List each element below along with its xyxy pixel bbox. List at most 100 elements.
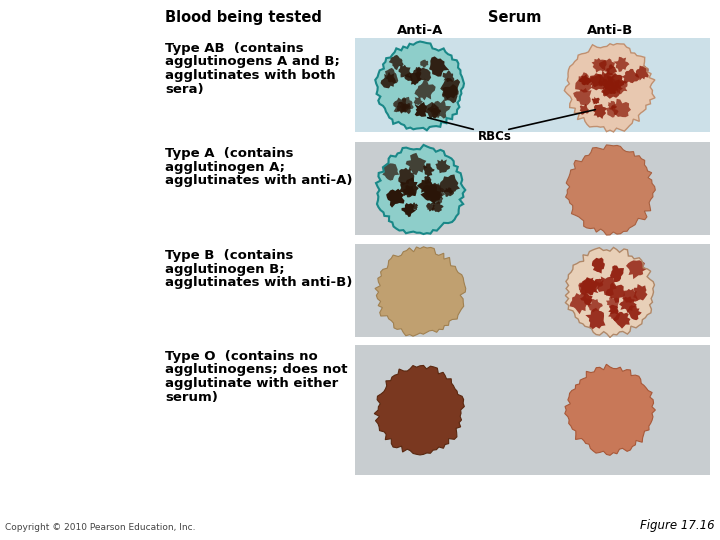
Polygon shape — [409, 72, 422, 85]
Polygon shape — [431, 107, 441, 118]
Polygon shape — [622, 69, 639, 84]
Text: Type A  (contains: Type A (contains — [165, 147, 294, 160]
Polygon shape — [606, 296, 619, 310]
Polygon shape — [606, 73, 625, 92]
Polygon shape — [610, 265, 624, 282]
Polygon shape — [608, 101, 617, 110]
Polygon shape — [580, 104, 589, 115]
Polygon shape — [613, 57, 629, 72]
Polygon shape — [415, 79, 436, 100]
Polygon shape — [592, 97, 600, 104]
Polygon shape — [622, 288, 638, 303]
Text: Figure 17.16: Figure 17.16 — [640, 519, 715, 532]
Polygon shape — [402, 203, 416, 217]
Polygon shape — [598, 276, 616, 296]
Polygon shape — [405, 186, 414, 195]
Polygon shape — [440, 78, 460, 99]
Polygon shape — [601, 85, 613, 97]
Polygon shape — [399, 177, 419, 196]
Polygon shape — [633, 284, 647, 301]
Polygon shape — [590, 280, 601, 291]
Polygon shape — [579, 278, 597, 295]
Text: Type B  (contains: Type B (contains — [165, 249, 293, 262]
Polygon shape — [382, 163, 399, 180]
Polygon shape — [592, 58, 606, 73]
Text: serum): serum) — [165, 390, 218, 403]
Text: Anti-B: Anti-B — [587, 24, 633, 37]
Polygon shape — [420, 184, 441, 204]
Polygon shape — [413, 67, 421, 76]
Polygon shape — [398, 168, 414, 185]
Polygon shape — [420, 60, 428, 68]
Polygon shape — [573, 88, 592, 106]
Text: Blood being tested: Blood being tested — [165, 10, 322, 25]
Polygon shape — [374, 40, 464, 131]
Polygon shape — [429, 56, 449, 77]
Polygon shape — [425, 102, 435, 112]
Text: agglutinogen A;: agglutinogen A; — [165, 160, 285, 173]
Polygon shape — [578, 280, 595, 295]
Polygon shape — [619, 296, 636, 313]
Text: Serum: Serum — [488, 10, 541, 25]
Polygon shape — [398, 65, 411, 78]
Polygon shape — [424, 175, 431, 184]
Polygon shape — [589, 73, 608, 90]
Polygon shape — [423, 183, 441, 202]
Text: agglutinogens A and B;: agglutinogens A and B; — [165, 56, 340, 69]
Polygon shape — [606, 105, 618, 118]
Polygon shape — [589, 75, 603, 87]
Text: Type O  (contains no: Type O (contains no — [165, 350, 318, 363]
Polygon shape — [579, 74, 591, 85]
Polygon shape — [613, 312, 631, 329]
Polygon shape — [380, 72, 396, 89]
Polygon shape — [442, 84, 458, 103]
Polygon shape — [585, 298, 592, 306]
Text: RBCs: RBCs — [478, 130, 512, 143]
Polygon shape — [635, 65, 649, 80]
Polygon shape — [608, 309, 620, 321]
Polygon shape — [417, 178, 433, 194]
Polygon shape — [564, 364, 655, 455]
Polygon shape — [564, 44, 655, 132]
Polygon shape — [397, 102, 406, 113]
Polygon shape — [606, 64, 617, 76]
Bar — [355, 244, 710, 337]
Polygon shape — [626, 260, 647, 279]
Polygon shape — [565, 247, 654, 338]
Polygon shape — [404, 73, 413, 81]
Polygon shape — [402, 103, 411, 114]
Polygon shape — [613, 79, 628, 94]
Polygon shape — [386, 188, 405, 208]
Bar — [355, 38, 710, 132]
Polygon shape — [593, 104, 608, 119]
Polygon shape — [389, 55, 404, 70]
Text: Copyright © 2010 Pearson Education, Inc.: Copyright © 2010 Pearson Education, Inc. — [5, 523, 196, 532]
Polygon shape — [402, 185, 415, 198]
Polygon shape — [415, 102, 427, 117]
Polygon shape — [602, 80, 623, 99]
Polygon shape — [582, 277, 599, 295]
Polygon shape — [608, 305, 618, 314]
Text: agglutinate with either: agglutinate with either — [165, 377, 338, 390]
Polygon shape — [415, 68, 431, 82]
Polygon shape — [443, 70, 454, 82]
Text: agglutinates with anti-B): agglutinates with anti-B) — [165, 276, 352, 289]
Polygon shape — [398, 97, 414, 112]
Polygon shape — [444, 187, 454, 197]
Polygon shape — [413, 97, 423, 105]
Polygon shape — [595, 278, 604, 287]
Bar — [355, 142, 710, 235]
Polygon shape — [385, 68, 398, 84]
Text: sera): sera) — [165, 83, 204, 96]
Text: agglutinates with anti-A): agglutinates with anti-A) — [165, 174, 353, 187]
Polygon shape — [375, 247, 466, 336]
Polygon shape — [434, 195, 444, 204]
Polygon shape — [411, 202, 418, 210]
Text: agglutinogen B;: agglutinogen B; — [165, 262, 284, 275]
Polygon shape — [375, 144, 466, 234]
Polygon shape — [436, 192, 444, 199]
Text: Anti-A: Anti-A — [397, 24, 444, 37]
Polygon shape — [606, 282, 625, 303]
Polygon shape — [405, 153, 427, 175]
Polygon shape — [426, 202, 436, 211]
